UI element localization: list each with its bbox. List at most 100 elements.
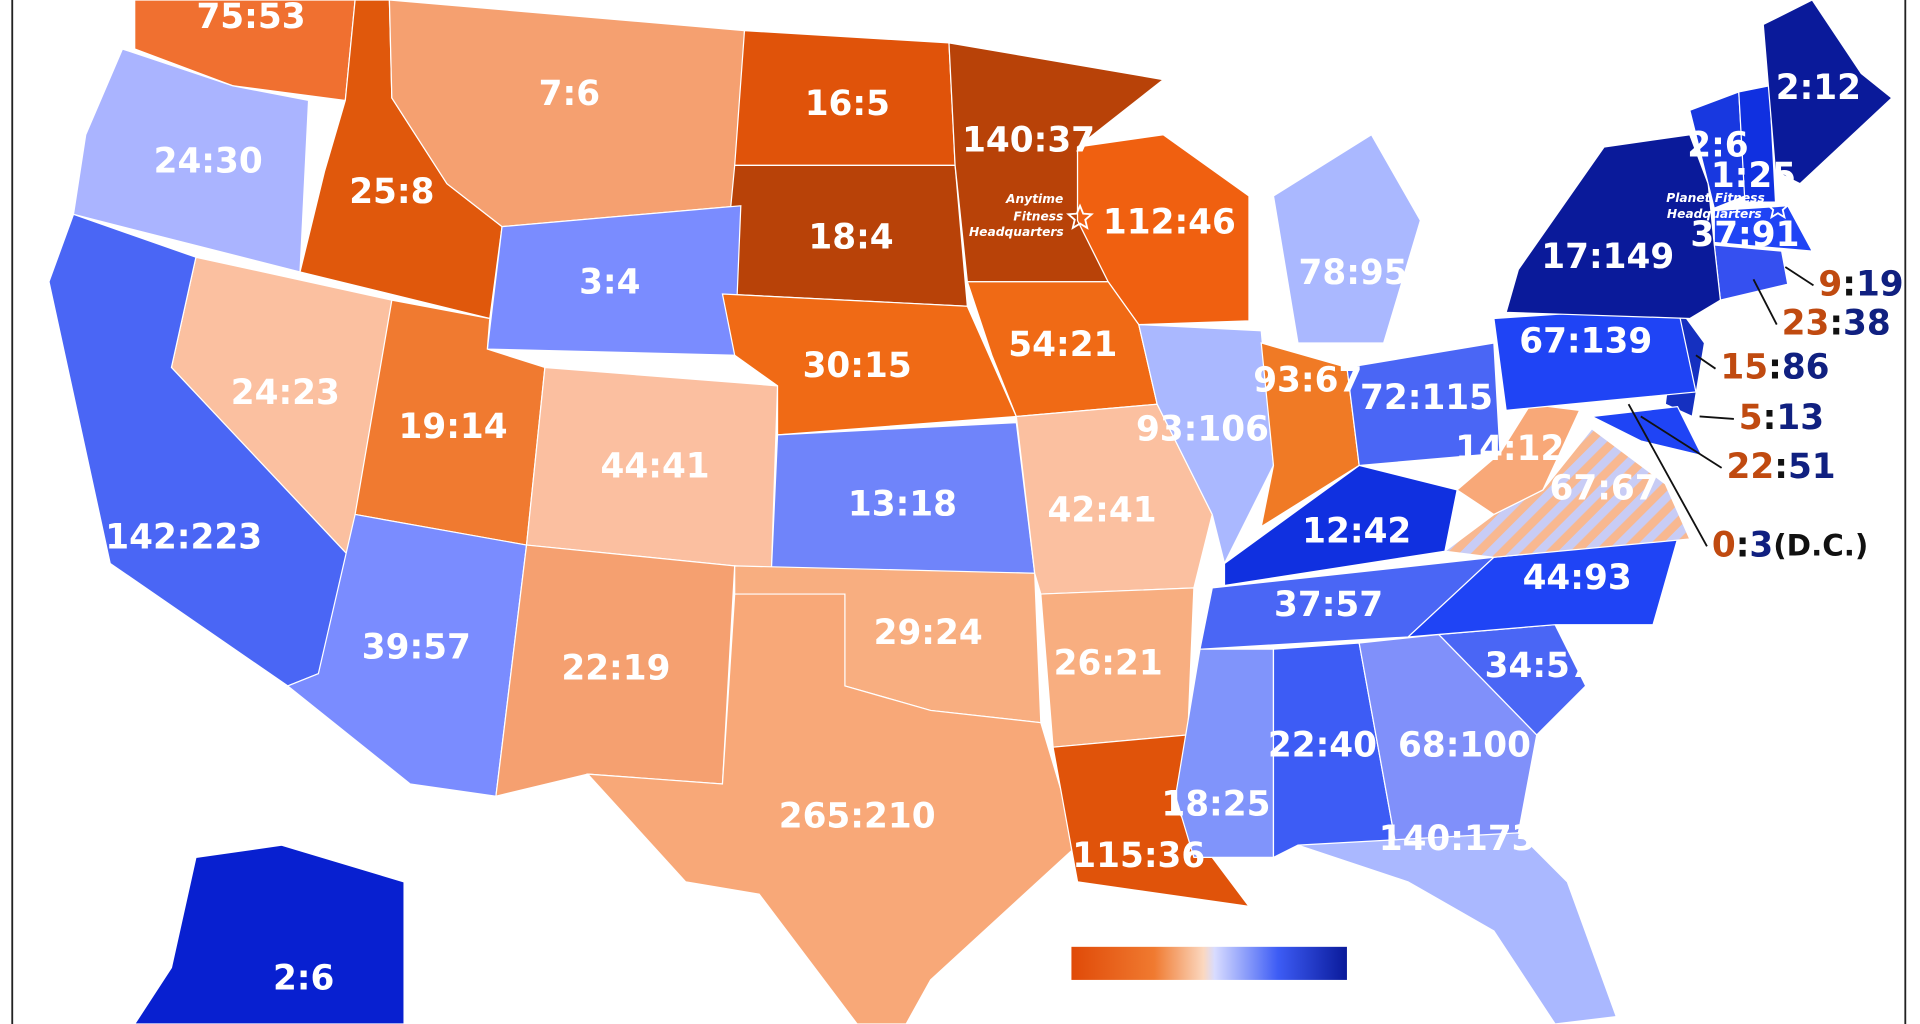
state-label: 112:46 <box>1103 203 1236 243</box>
state-label: 2:12 <box>1776 68 1861 108</box>
callout-right: 38 <box>1843 303 1891 343</box>
callout-sep: : <box>1829 303 1843 343</box>
state-label: 37:57 <box>1274 585 1383 625</box>
state-label: 18:25 <box>1161 784 1270 824</box>
state-label: 265:210 <box>779 797 936 837</box>
state-label: 39:57 <box>362 628 471 668</box>
state-shape <box>1297 832 1618 1024</box>
annotation: Fitness <box>1013 209 1063 223</box>
state-label: 18:4 <box>808 217 893 257</box>
leader-line <box>1695 354 1717 370</box>
state-label: 24:30 <box>154 141 263 181</box>
state-label: 3:4 <box>579 263 640 303</box>
callout-left: 5 <box>1739 397 1763 437</box>
callout: 9:19 <box>1818 264 1903 304</box>
callout: 0:3(D.C.) <box>1712 525 1869 565</box>
leader-line <box>1699 415 1734 420</box>
state-shape <box>1223 464 1458 587</box>
callout-right: 13 <box>1776 397 1824 437</box>
state-label: 30:15 <box>803 346 912 386</box>
state-shape <box>1456 403 1581 516</box>
state-label: 34:57 <box>1485 646 1594 686</box>
state-label: 44:93 <box>1523 558 1632 598</box>
state-shape <box>134 0 356 102</box>
state-shape <box>1505 134 1722 320</box>
callout-left: 15 <box>1720 347 1768 387</box>
callout: 15:86 <box>1720 347 1829 387</box>
state-label: 22:19 <box>561 649 670 689</box>
leader-line <box>1784 266 1814 287</box>
states <box>48 0 1893 1024</box>
state-label: 115:36 <box>1072 836 1205 876</box>
state-label: 93:67 <box>1253 361 1362 401</box>
callout: 23:38 <box>1782 303 1891 343</box>
callout-sep: : <box>1774 446 1788 486</box>
annotation: Planet Fitness <box>1666 191 1765 205</box>
annotation: Anytime <box>1005 192 1063 206</box>
state-label: 29:24 <box>874 613 983 653</box>
state-label: 26:21 <box>1054 644 1163 684</box>
callout-right: 19 <box>1856 264 1904 304</box>
state-label: 13:18 <box>848 484 957 524</box>
state-label: 67:67 <box>1550 468 1659 508</box>
callout-right: 51 <box>1788 446 1836 486</box>
state-label: 54:21 <box>1008 325 1117 365</box>
state-label: 72:115 <box>1360 378 1493 418</box>
state-label: 93:106 <box>1136 410 1269 450</box>
state-shape <box>1272 133 1422 344</box>
callout: 5:13 <box>1739 397 1824 437</box>
callout-sep: : <box>1736 525 1750 565</box>
state-label: 44:41 <box>601 446 710 486</box>
state-shape <box>1076 134 1250 326</box>
leader-line <box>1752 278 1778 326</box>
state-label: 1:25 <box>1711 156 1796 196</box>
state-label: 140:37 <box>962 121 1095 161</box>
state-label: 67:139 <box>1519 321 1652 361</box>
annotation: Headquarters <box>1667 207 1762 221</box>
callout-sep: : <box>1763 397 1777 437</box>
annotation: Headquarters <box>969 225 1064 239</box>
state-label: 24:23 <box>231 373 340 413</box>
state-shape <box>1689 91 1746 210</box>
state-shape <box>586 593 1079 1024</box>
callout-left: 23 <box>1782 303 1830 343</box>
state-label: 140:173 <box>1379 819 1536 859</box>
callout-left: 9 <box>1818 264 1842 304</box>
leader-line <box>1640 415 1723 469</box>
callout: 22:51 <box>1727 446 1836 486</box>
state-shape <box>1174 648 1275 859</box>
callout-right: 3 <box>1749 525 1773 565</box>
callout-left: 22 <box>1727 446 1775 486</box>
state-shape <box>133 844 405 1024</box>
state-label: 16:5 <box>805 84 890 124</box>
state-shape <box>1406 538 1679 638</box>
hq-star <box>1765 194 1791 220</box>
state-label: 68:100 <box>1398 726 1531 766</box>
state-shape <box>1260 342 1360 528</box>
state-label: 19:14 <box>399 407 508 447</box>
legend-gradient <box>1071 946 1347 980</box>
state-label: 14:12 <box>1455 429 1564 469</box>
callout-sep: : <box>1842 264 1856 304</box>
state-label: 142:223 <box>105 517 262 557</box>
state-label: 2:6 <box>1687 125 1748 165</box>
callout-sep: : <box>1768 347 1782 387</box>
state-label: 25:8 <box>349 172 434 212</box>
state-label: 7:6 <box>539 74 600 114</box>
state-shape <box>1762 0 1893 185</box>
leader-line <box>1627 403 1708 547</box>
state-label: 2:6 <box>273 958 334 998</box>
frame <box>11 0 1907 1024</box>
callout-right: 86 <box>1782 347 1830 387</box>
state-label: 12:42 <box>1302 511 1411 551</box>
state-label: 22:40 <box>1268 726 1377 766</box>
callout-left: 0 <box>1712 525 1736 565</box>
hq-star <box>1066 203 1094 230</box>
callout-note: (D.C.) <box>1773 528 1868 562</box>
state-label: 17:149 <box>1541 237 1674 277</box>
state-label: 42:41 <box>1047 490 1156 530</box>
state-label: 75:53 <box>196 0 305 37</box>
state-label: 78:95 <box>1299 253 1408 293</box>
